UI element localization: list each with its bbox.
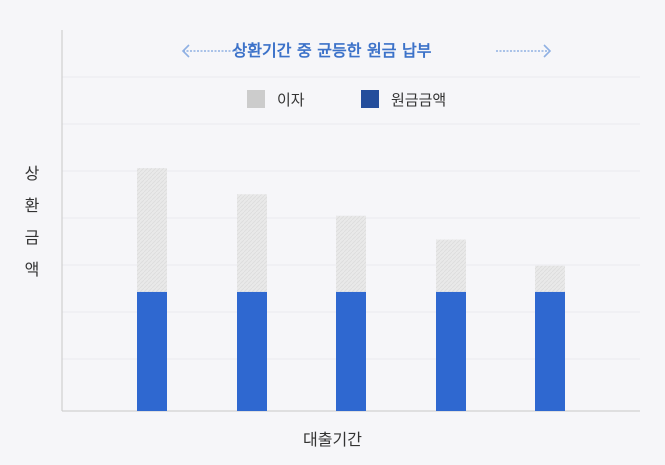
bar-principal	[137, 291, 167, 411]
chart-title-group: 상환기간 중 균등한 원금 납부	[181, 41, 552, 60]
y-axis-label-char: 상	[24, 164, 40, 183]
bar-interest	[137, 168, 167, 292]
right-arrow-icon	[496, 44, 552, 58]
chart-title: 상환기간 중 균등한 원금 납부	[233, 41, 432, 60]
bar-interest	[336, 215, 366, 292]
y-axis-label-char: 환	[24, 196, 40, 215]
bars	[137, 168, 565, 411]
y-axis-label-char: 액	[24, 260, 40, 279]
legend-label: 이자	[277, 91, 305, 109]
bar-principal	[336, 291, 366, 411]
bar-principal	[237, 291, 267, 411]
left-arrow-icon	[181, 44, 238, 58]
legend-swatch	[247, 90, 265, 108]
bar-interest	[237, 194, 267, 292]
bar-principal	[535, 291, 565, 411]
legend-swatch	[361, 90, 379, 108]
legend-label: 원금금액	[391, 91, 446, 109]
y-axis-label-char: 금	[24, 228, 40, 247]
bar-interest	[436, 239, 466, 292]
legend: 이자 원금금액	[247, 90, 446, 109]
bar-interest	[535, 265, 565, 292]
x-axis-label: 대출기간	[303, 430, 362, 449]
bar-principal	[436, 291, 466, 411]
